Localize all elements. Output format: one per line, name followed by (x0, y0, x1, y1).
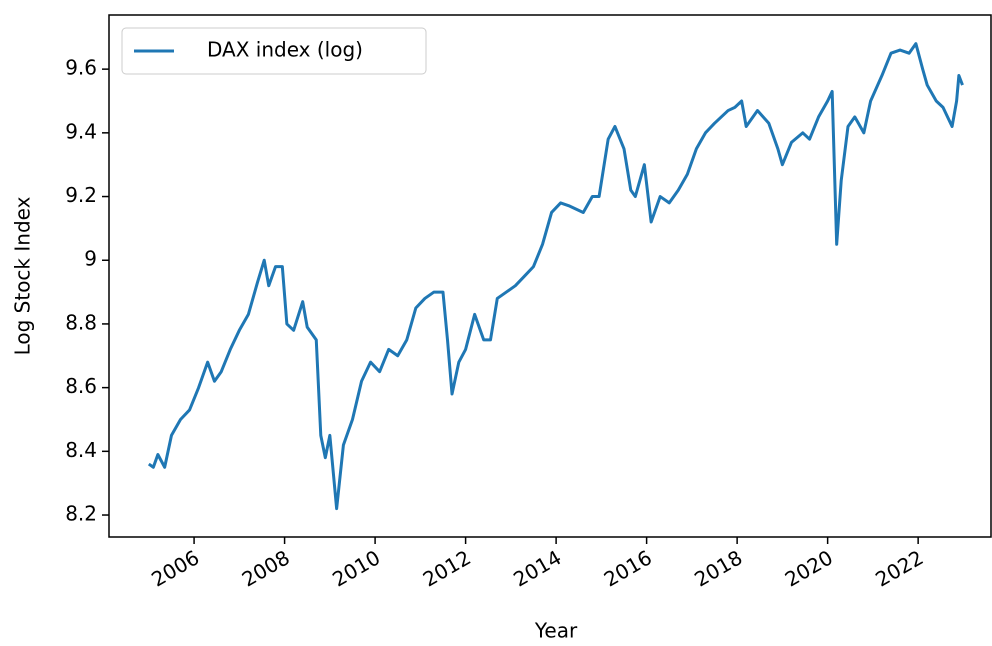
y-tick-label: 8.6 (65, 374, 97, 398)
x-tick-label: 2010 (328, 545, 384, 591)
y-axis-label: Log Stock Index (11, 196, 35, 355)
y-tick-label: 9 (84, 247, 97, 271)
y-tick-label: 9.4 (65, 119, 97, 143)
y-tick-label: 8.4 (65, 438, 97, 462)
x-tick-label: 2018 (690, 545, 746, 591)
y-tick-label: 8.2 (65, 502, 97, 526)
legend-box (121, 27, 427, 75)
x-tick-label: 2012 (419, 545, 475, 591)
y-tick-label: 9.2 (65, 183, 97, 207)
x-tick-label: 2006 (147, 545, 203, 591)
plot-frame (108, 14, 992, 538)
legend-label: DAX index (log) (207, 38, 363, 62)
x-tick-label: 2016 (600, 545, 656, 591)
legend: DAX index (log) (121, 27, 427, 75)
y-tick-label: 8.8 (65, 310, 97, 334)
y-tick-label: 9.6 (65, 56, 97, 80)
x-tick-label: 2022 (871, 545, 927, 591)
x-axis-label: Year (534, 619, 578, 643)
data-line (147, 42, 964, 511)
x-tick-label: 2014 (509, 545, 565, 591)
x-tick-label: 2008 (238, 545, 294, 591)
x-tick-label: 2020 (781, 545, 837, 591)
